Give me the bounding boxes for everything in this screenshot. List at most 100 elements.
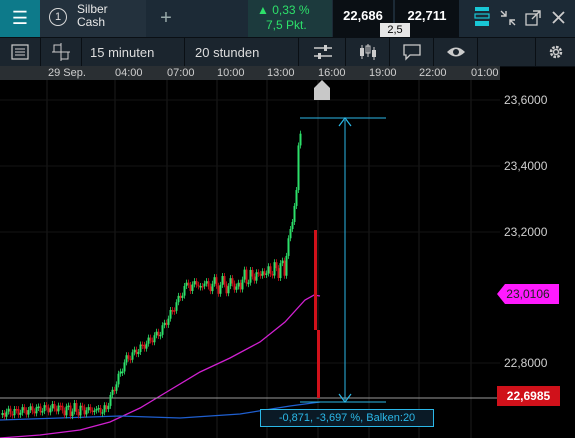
range-select[interactable]: 20 stunden (186, 38, 299, 66)
candle-body (201, 286, 204, 288)
candle-body (269, 266, 272, 274)
sliders-icon (313, 45, 332, 59)
candle-body (167, 318, 170, 325)
candle-body (45, 405, 48, 408)
candle-body (129, 358, 132, 361)
candle-body (317, 330, 320, 398)
time-tick: 13:00 (267, 67, 295, 79)
candle-body (81, 405, 84, 408)
settings-button[interactable] (535, 38, 575, 66)
candle-body (221, 276, 224, 285)
candle-body (31, 406, 34, 412)
candle-body (3, 413, 6, 417)
candle-body (247, 282, 250, 285)
indicators-button[interactable] (300, 38, 346, 66)
up-arrow-icon: ▲ (257, 3, 269, 17)
candle-body (251, 269, 254, 277)
visibility-button[interactable] (434, 38, 478, 66)
candle-body (213, 277, 216, 284)
candle-body (133, 349, 136, 353)
candle-body (181, 295, 184, 298)
arrow-down-icon (338, 393, 352, 403)
candle-body (63, 410, 66, 416)
candle-body (17, 409, 20, 415)
candle-body (103, 405, 106, 413)
candle-body (237, 282, 240, 287)
price-tick: 23,4000 (504, 159, 548, 173)
candle-body (217, 285, 220, 294)
grid-icon (52, 43, 70, 61)
add-instrument-button[interactable]: + (146, 0, 246, 37)
candle-body (235, 286, 238, 290)
candle-body (61, 405, 64, 411)
candle-body (255, 272, 258, 281)
measure-tool[interactable] (300, 117, 386, 403)
candle-body (253, 276, 256, 281)
candle-body (265, 273, 268, 275)
candle-body (249, 269, 252, 283)
time-marker-icon[interactable] (314, 80, 330, 100)
candle-body (67, 405, 70, 408)
candle-body (227, 286, 230, 294)
list-view-button[interactable] (0, 38, 41, 66)
instrument-name-line2: Cash (77, 15, 106, 29)
candle-body (285, 255, 288, 276)
candle-body (273, 262, 276, 276)
plus-icon: + (160, 7, 172, 29)
chart-type-button[interactable] (346, 38, 390, 66)
candle-body (185, 282, 188, 287)
candle-body (59, 405, 62, 408)
candle-body (11, 414, 14, 416)
grid-layout-button[interactable] (41, 38, 82, 66)
candle-body (239, 282, 242, 290)
candle-body (127, 355, 130, 359)
ask-price-button[interactable]: 22,711 (395, 0, 459, 37)
candle-body (93, 410, 96, 413)
layout-icon[interactable] (474, 6, 490, 28)
moving-average-price-tag: 23,0106 (497, 284, 559, 304)
candle-body (55, 408, 58, 412)
candle-body (113, 389, 116, 392)
candle-body (23, 407, 26, 411)
bid-price-button[interactable]: 22,686 (333, 0, 393, 37)
candle-body (101, 412, 104, 414)
candle-body (195, 281, 198, 285)
time-tick: 22:00 (419, 67, 447, 79)
popout-icon[interactable] (525, 10, 541, 26)
eye-icon (446, 47, 465, 57)
candle-body (139, 344, 142, 352)
candle-body (115, 384, 118, 391)
candle-body (203, 283, 206, 287)
time-tick: 29 Sep. (48, 67, 86, 79)
candle-body (231, 278, 234, 284)
interval-select[interactable]: 15 minuten (82, 38, 185, 66)
candle-body (293, 205, 296, 222)
change-percent: ▲ 0,33 % (257, 3, 310, 17)
instrument-selector[interactable]: 1 Silber Cash (40, 0, 175, 37)
candle-body (119, 371, 122, 374)
candle-body (91, 410, 94, 412)
close-icon[interactable] (551, 10, 566, 25)
candle-body (287, 238, 290, 256)
candles (1, 130, 320, 420)
hamburger-menu-icon[interactable]: ☰ (0, 0, 40, 37)
price-chart[interactable] (0, 80, 575, 438)
candle-body (123, 362, 126, 372)
candle-body (137, 351, 140, 355)
time-tick: 07:00 (167, 67, 195, 79)
collapse-icon[interactable] (500, 10, 516, 26)
chart-toolbar: 15 minuten 20 stunden (0, 37, 575, 67)
comments-button[interactable] (390, 38, 434, 66)
candle-body (99, 407, 102, 413)
candle-body (53, 404, 56, 409)
price-change-box: ▲ 0,33 % 7,5 Pkt. (248, 0, 332, 37)
last-price-tag: 22,6985 (497, 386, 560, 406)
spread-badge: 2,5 (380, 23, 410, 37)
candle-body (87, 407, 90, 411)
time-tick: 16:00 (318, 67, 346, 79)
candle-body (21, 407, 24, 413)
candle-body (83, 407, 86, 415)
candle-body (177, 295, 180, 303)
candle-body (291, 221, 294, 230)
instrument-number-badge: 1 (49, 8, 67, 26)
